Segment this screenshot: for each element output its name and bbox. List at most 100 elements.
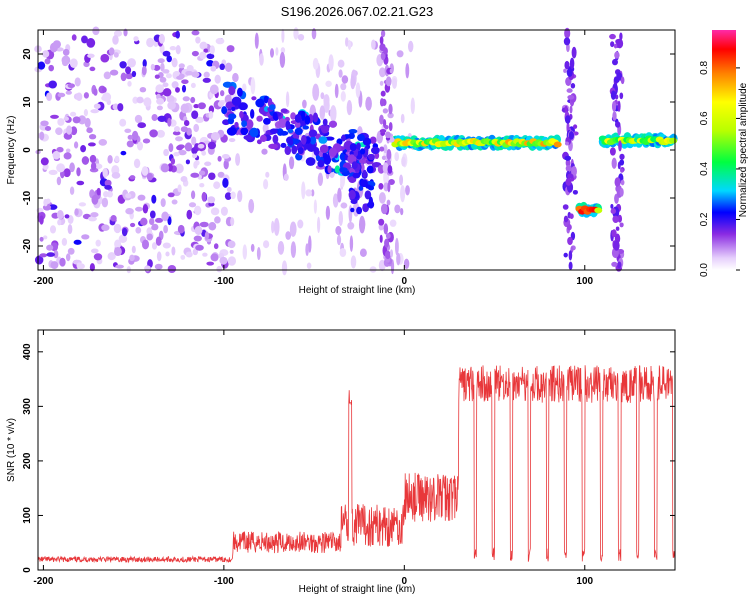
noise-mark [197,102,206,110]
band-mark [251,96,257,101]
noise-mark [120,72,127,82]
column-mark [617,100,621,112]
column-mark [379,146,385,152]
noise-mark [162,82,169,88]
column-mark [379,98,385,107]
band-mark [339,167,348,173]
noise-mark [48,64,54,72]
band-mark [334,165,341,174]
colorbar-tick-label: 0.4 [699,162,710,176]
band-mark [290,112,296,120]
noise-mark [154,217,164,223]
column-mark [565,177,572,186]
snr-y-tick-label: 200 [22,452,33,469]
column-mark [612,58,618,66]
noise-mark [396,252,401,266]
noise-mark [151,223,159,231]
noise-mark [109,69,119,76]
band-mark [280,142,287,148]
noise-mark [237,190,243,203]
noise-mark [165,73,172,79]
band-mark [364,190,372,200]
band-mark [357,133,365,142]
noise-mark [297,33,305,41]
noise-mark [208,202,215,207]
noise-mark [175,136,183,142]
column-mark [387,112,394,119]
noise-mark [350,75,356,90]
noise-mark [289,156,295,170]
column-mark [378,218,385,226]
noise-mark [89,66,96,72]
noise-mark [186,209,193,220]
noise-mark [271,220,275,234]
noise-mark [166,95,175,103]
band-mark [246,119,254,130]
column-mark [385,232,391,239]
noise-mark [102,86,107,93]
column-mark [569,57,575,70]
band-mark [269,128,278,135]
noise-mark [338,210,344,227]
column-mark [619,222,624,228]
noise-mark [162,88,172,97]
noise-mark [192,248,199,256]
snr-x-tick-label: 0 [402,576,408,587]
noise-mark [72,116,81,124]
noise-mark [229,249,234,254]
noise-mark [350,255,357,269]
noise-mark [163,148,169,157]
band-mark [304,115,311,125]
noise-mark [301,181,306,200]
noise-mark [177,224,185,234]
column-mark [610,208,617,215]
band-mark [319,144,329,154]
noise-mark [118,234,128,243]
noise-mark [210,253,219,262]
noise-mark [155,236,162,246]
noise-mark [250,77,256,95]
column-mark [570,83,576,89]
noise-mark [223,159,229,170]
band-mark [356,206,363,215]
noise-mark [183,120,190,127]
noise-mark [131,245,136,254]
noise-mark [226,45,235,53]
noise-mark [88,216,97,222]
column-mark [563,68,567,73]
column-mark [387,181,391,193]
noise-mark [63,116,69,121]
band-mark [367,153,375,161]
noise-mark [302,99,307,109]
noise-mark [217,171,225,178]
noise-mark [135,206,143,212]
noise-mark [263,179,269,190]
band-mark [263,95,269,104]
noise-mark [52,150,61,160]
noise-mark [73,239,82,245]
noise-mark [198,170,206,176]
column-mark [386,199,391,206]
noise-mark [119,61,127,69]
band-mark [362,137,372,146]
noise-mark [188,202,197,208]
column-mark [384,238,390,248]
noise-mark [378,67,386,78]
band-mark [301,134,307,145]
column-mark [609,33,616,40]
column-mark [562,204,569,210]
noise-mark [208,221,217,231]
noise-mark [209,45,215,55]
noise-mark [400,113,405,124]
noise-mark [67,247,75,255]
band-mark [302,125,310,130]
noise-mark [178,149,187,156]
noise-mark [149,129,158,138]
colorbar-tick-label: 0.8 [699,61,710,75]
column-mark [379,36,384,45]
noise-mark [190,96,196,104]
noise-mark [365,96,372,111]
noise-mark [227,240,236,249]
noise-mark [213,181,221,189]
